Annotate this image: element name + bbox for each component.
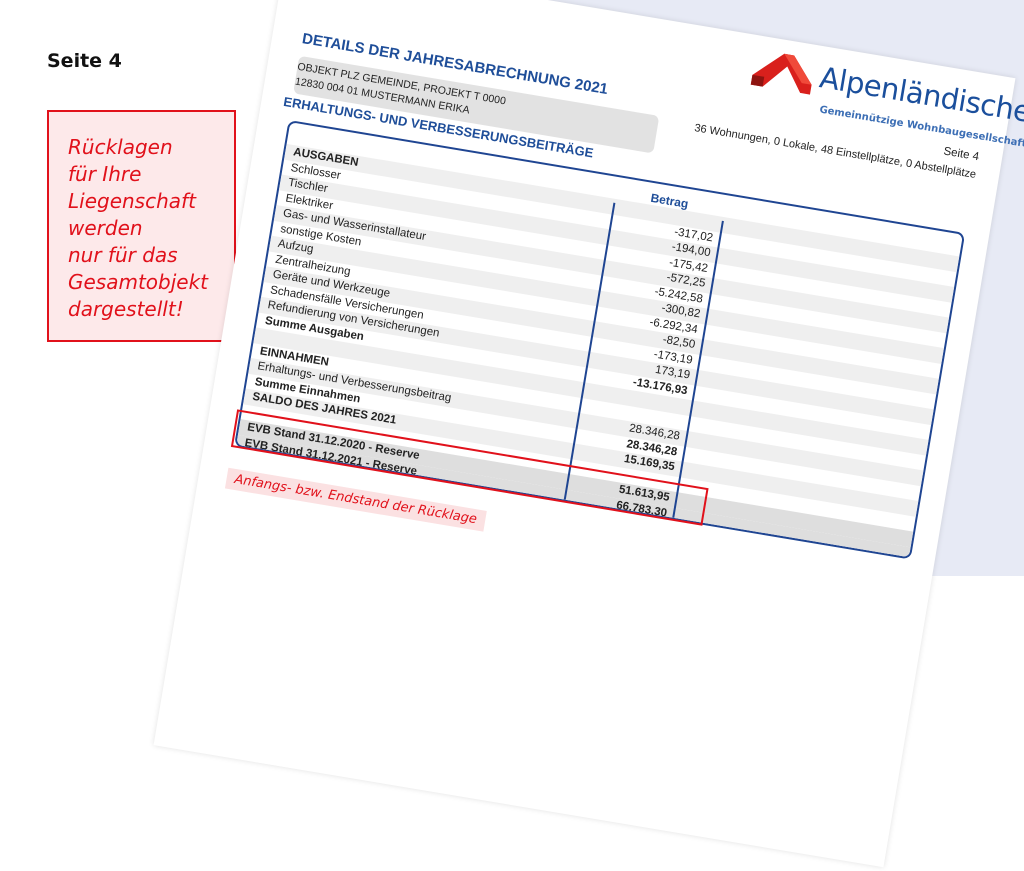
- page-number: Seite 4: [942, 145, 980, 164]
- note-line: für Ihre: [68, 162, 142, 186]
- note-line: Liegenschaft: [68, 189, 196, 213]
- document-page: DETAILS DER JAHRESABRECHNUNG 2021 OBJEKT…: [153, 0, 1024, 868]
- note-text: Rücklagen für Ihre Liegenschaft werden nur f…: [68, 134, 208, 323]
- note-line: Rücklagen: [68, 135, 173, 159]
- logo-icon: [750, 53, 812, 95]
- note-line: nur für das: [68, 243, 178, 267]
- note-line: werden: [68, 216, 143, 240]
- slide-title: Seite 4: [47, 50, 122, 72]
- note-line: Gesamtobjekt: [68, 270, 209, 294]
- note-box: Rücklagen für Ihre Liegenschaft werden nur f…: [47, 110, 236, 342]
- note-line: dargestellt!: [68, 297, 184, 321]
